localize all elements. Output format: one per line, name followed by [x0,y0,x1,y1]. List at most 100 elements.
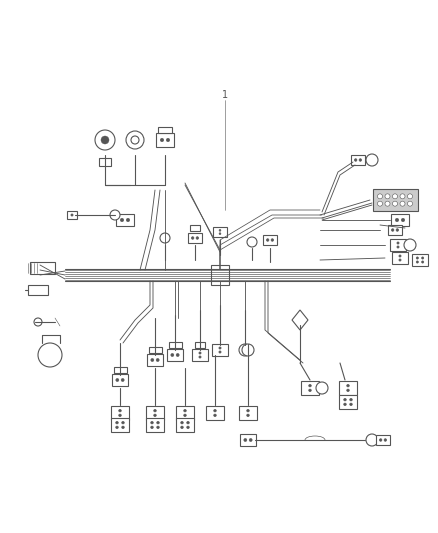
Circle shape [219,347,221,349]
Circle shape [214,409,216,412]
Circle shape [154,409,156,412]
Bar [148,347,162,353]
Bar [211,265,229,285]
Circle shape [196,237,199,239]
Bar [301,381,319,395]
Circle shape [199,356,201,358]
Circle shape [378,194,382,199]
Circle shape [396,219,399,222]
Circle shape [385,201,390,206]
Bar [190,225,200,231]
Bar [392,252,408,264]
Circle shape [244,439,247,441]
Circle shape [131,136,139,144]
Circle shape [121,378,124,382]
Circle shape [379,439,382,441]
Circle shape [242,344,254,356]
Circle shape [122,426,124,429]
Circle shape [151,426,153,429]
Circle shape [401,219,405,222]
Circle shape [392,229,394,231]
Circle shape [187,426,189,429]
Bar [113,367,127,373]
Polygon shape [292,310,308,330]
Circle shape [126,131,144,149]
Bar [167,349,183,361]
Circle shape [347,389,350,392]
Bar [192,349,208,361]
Circle shape [184,409,186,412]
Circle shape [271,239,274,241]
Circle shape [219,229,221,231]
Bar [412,254,428,266]
Circle shape [119,414,121,417]
Bar [169,342,181,348]
Bar [339,395,357,409]
Circle shape [199,352,201,354]
Circle shape [309,384,311,387]
Circle shape [354,159,357,161]
Circle shape [247,237,257,247]
Bar [147,354,163,366]
Circle shape [416,257,418,259]
Circle shape [350,403,352,406]
Bar [116,214,134,226]
Bar [188,233,202,243]
Circle shape [171,353,174,357]
Bar [206,406,224,420]
Bar [240,434,256,446]
Circle shape [416,261,418,263]
Circle shape [400,201,405,206]
Bar [146,418,164,432]
Circle shape [34,318,42,326]
Circle shape [400,194,405,199]
Circle shape [219,233,221,235]
Bar [158,127,172,133]
Bar [176,406,194,420]
Bar [111,418,129,432]
Circle shape [181,426,184,429]
Circle shape [397,246,399,248]
Circle shape [160,139,164,142]
Circle shape [266,239,269,241]
Circle shape [316,382,328,394]
Circle shape [116,426,118,429]
Bar [67,211,77,219]
Circle shape [404,239,416,251]
Circle shape [151,422,153,424]
Circle shape [191,237,194,239]
Circle shape [421,257,424,259]
Circle shape [101,136,109,144]
Circle shape [247,414,249,417]
Bar [28,285,48,295]
Bar [29,262,54,274]
Circle shape [95,130,115,150]
Circle shape [385,194,390,199]
Circle shape [392,201,398,206]
Bar [239,406,257,420]
Circle shape [176,353,179,357]
Circle shape [151,359,154,361]
Bar [112,374,128,386]
Circle shape [366,434,378,446]
Circle shape [396,229,399,231]
Circle shape [160,233,170,243]
Circle shape [157,422,159,424]
Circle shape [126,219,130,222]
Circle shape [166,139,170,142]
Circle shape [157,426,159,429]
Circle shape [184,414,186,417]
Circle shape [181,422,184,424]
Circle shape [344,398,346,401]
Circle shape [116,378,119,382]
Bar [146,406,164,420]
Circle shape [247,409,249,412]
Circle shape [119,409,121,412]
Circle shape [384,439,387,441]
Circle shape [407,201,413,206]
Bar [195,342,205,348]
Circle shape [309,389,311,392]
Circle shape [399,255,401,257]
Text: 1: 1 [222,90,228,100]
Bar [376,435,390,445]
